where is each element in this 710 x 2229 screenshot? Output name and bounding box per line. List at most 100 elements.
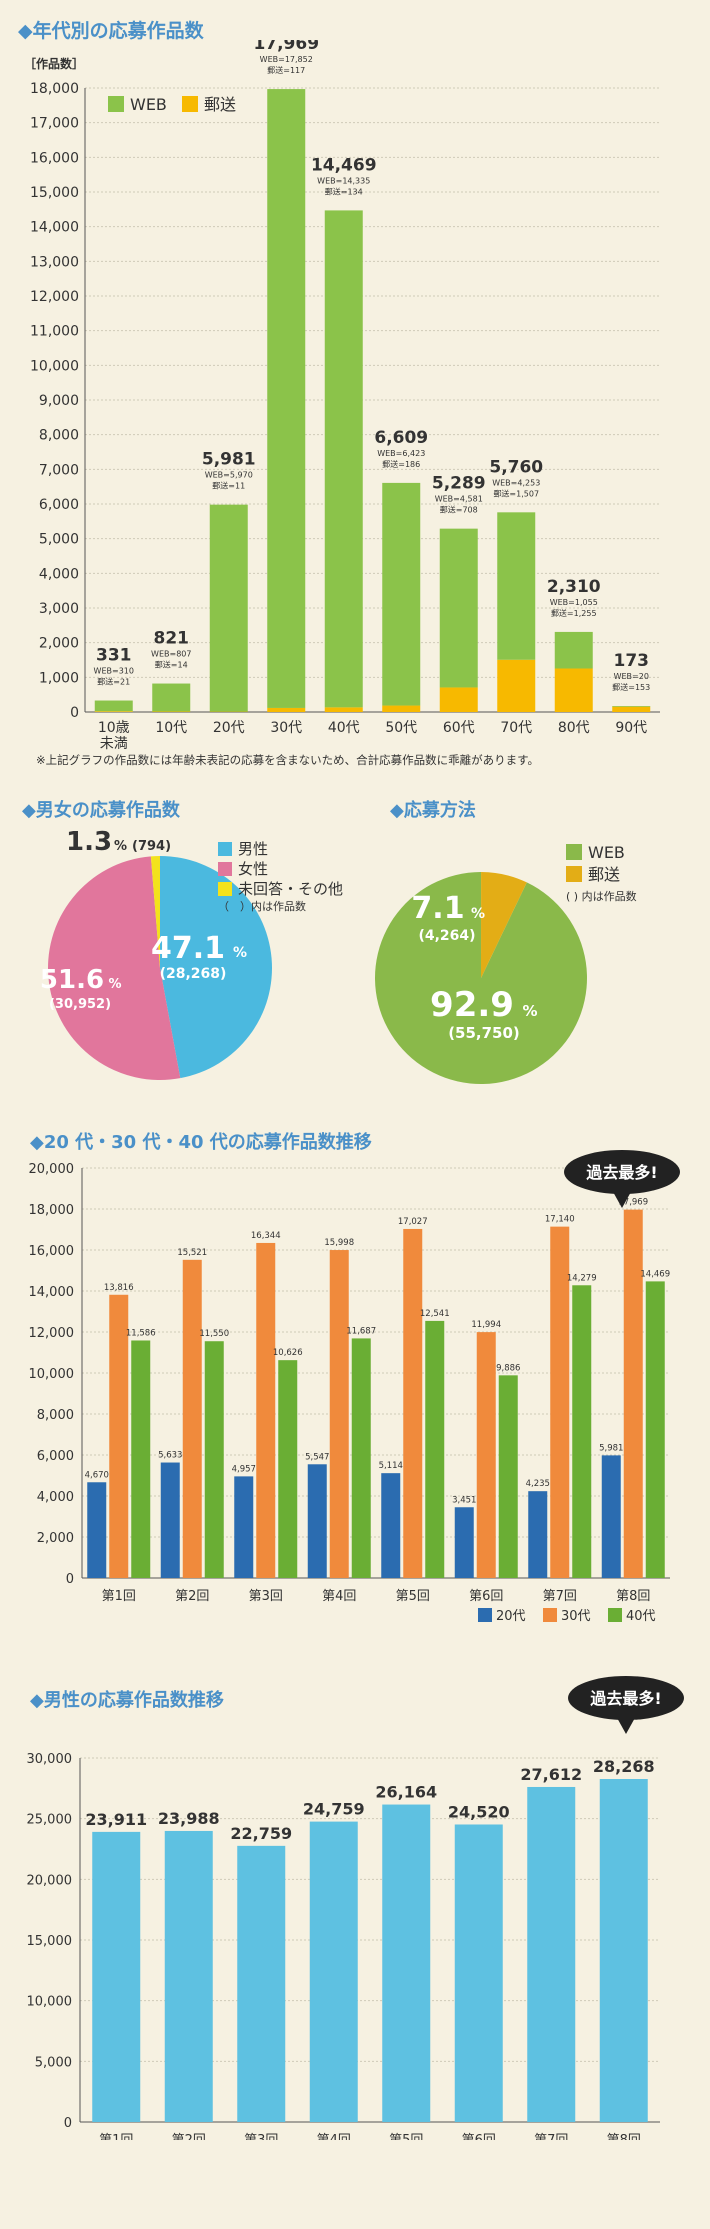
y-tick-label: 30,000 — [27, 1752, 73, 1767]
y-tick-label: 4,000 — [37, 1490, 74, 1505]
pie-count-post: (4,264) — [418, 928, 475, 944]
data-label: 4,670 — [85, 1470, 109, 1480]
x-tick-label: 第7回 — [534, 2133, 568, 2140]
bar-male — [454, 1824, 503, 2122]
data-label: 24,759 — [303, 1800, 365, 1819]
y-tick-label: 4,000 — [39, 566, 79, 582]
x-tick-label: 90代 — [615, 720, 647, 736]
legend-label: 男性 — [238, 840, 268, 858]
y-tick-label: 0 — [66, 1572, 74, 1587]
data-label: 10,626 — [273, 1348, 303, 1358]
x-tick-label: 第5回 — [396, 1589, 430, 1604]
y-tick-label: 16,000 — [29, 1244, 75, 1259]
legend-label: 30代 — [561, 1609, 591, 1624]
pie-count-web: (55,750) — [448, 1024, 520, 1042]
bar-40代 — [351, 1338, 371, 1578]
age-chart-note: ※上記グラフの作品数には年齢未表記の応募を含まないため、合計応募作品数に乖離があ… — [36, 753, 539, 767]
bar-40代 — [278, 1360, 298, 1578]
male-trend-title: ◆男性の応募作品数推移 — [30, 1690, 224, 1711]
pie-charts: 47.1 % (28,268) 51.6 % (30,952) 1.3% (794) 男性女性未… — [40, 827, 637, 1084]
post-label: 郵送=11 — [212, 481, 245, 491]
y-axis-unit: ［作品数］ — [24, 56, 84, 71]
legend-swatch-web — [108, 96, 124, 112]
y-tick-label: 2,000 — [37, 1531, 74, 1546]
data-label: 11,687 — [346, 1326, 376, 1336]
bar-male — [237, 1845, 286, 2122]
y-tick-label: 7,000 — [39, 462, 79, 478]
bar-web — [612, 706, 651, 707]
x-tick-label: 第3回 — [244, 2133, 278, 2140]
y-tick-label: 18,000 — [29, 1203, 75, 1218]
legend-swatch — [218, 862, 232, 876]
x-tick-label: 第7回 — [543, 1589, 577, 1604]
x-tick-label: 第6回 — [462, 2133, 496, 2140]
y-tick-label: 25,000 — [27, 1813, 73, 1828]
x-tick-label: 第2回 — [172, 2133, 206, 2140]
data-label: 3,451 — [452, 1495, 476, 1505]
data-label: 15,998 — [324, 1238, 354, 1248]
data-label: 14,279 — [567, 1273, 597, 1283]
legend-swatch-web — [566, 844, 582, 860]
y-tick-label: 13,000 — [30, 254, 79, 270]
pie-count-other: (794) — [132, 839, 171, 854]
gender-chart-title: ◆男女の応募作品数 — [22, 800, 180, 821]
total-label: 173 — [614, 651, 650, 671]
total-label: 5,760 — [489, 457, 543, 477]
y-tick-label: 10,000 — [29, 1367, 75, 1382]
age-chart: ［作品数］ 0 1,000 2,000 3,000 4,000 5,000 6,000 7,00… — [24, 40, 660, 752]
y-tick-label: 5,000 — [35, 2055, 72, 2070]
data-label: 4,957 — [232, 1464, 256, 1474]
legend-swatch — [218, 882, 232, 896]
bar-30代 — [109, 1294, 129, 1578]
total-label: 5,981 — [202, 450, 256, 470]
data-label: 13,816 — [104, 1283, 134, 1293]
pie-pct-web: 92.9 — [430, 985, 514, 1025]
x-tick-label: 30代 — [270, 720, 302, 736]
legend-label: 未回答・その他 — [238, 880, 343, 898]
data-label: 11,586 — [126, 1328, 156, 1338]
legend-label-post: 郵送 — [588, 865, 620, 884]
bar-20代 — [234, 1476, 254, 1578]
bar-20代 — [528, 1491, 548, 1578]
data-label: 5,633 — [158, 1451, 182, 1461]
bar-web — [382, 482, 421, 706]
post-label: 郵送=1,255 — [551, 608, 597, 618]
data-label: 26,164 — [375, 1783, 437, 1802]
bar-30代 — [476, 1332, 496, 1578]
y-tick-label: 5,000 — [39, 532, 79, 548]
data-label: 11,994 — [471, 1320, 501, 1330]
pie-slice-post — [481, 872, 527, 978]
bar-web — [324, 210, 363, 708]
total-label: 331 — [96, 646, 132, 666]
post-label: 郵送=1,507 — [493, 488, 539, 498]
data-label: 17,140 — [545, 1215, 575, 1225]
x-tick-label: 第3回 — [249, 1589, 283, 1604]
legend-label: 20代 — [496, 1609, 526, 1624]
y-tick-label: 6,000 — [39, 497, 79, 513]
y-tick-label: 0 — [70, 705, 79, 721]
bar-20代 — [160, 1462, 180, 1578]
bar-male — [382, 1804, 431, 2122]
y-tick-label: 14,000 — [30, 220, 79, 236]
bar-40代 — [645, 1281, 665, 1578]
callout-bubble — [564, 1150, 680, 1194]
x-tick-label: 第1回 — [102, 1589, 136, 1604]
data-label: 27,612 — [520, 1765, 582, 1784]
data-label: 16,344 — [251, 1231, 281, 1241]
web-label: WEB=6,423 — [377, 449, 425, 458]
data-label: 14,469 — [640, 1269, 670, 1279]
pie-pct-post: 7.1 — [411, 891, 464, 926]
callout-pointer — [612, 1190, 632, 1208]
y-tick-label: 12,000 — [29, 1326, 75, 1341]
data-label: 23,988 — [158, 1809, 220, 1828]
legend-note: ( ) 内は作品数 — [566, 889, 637, 903]
data-label: 5,981 — [599, 1443, 623, 1453]
x-tick-label: 50代 — [385, 720, 417, 736]
y-tick-label: 3,000 — [39, 601, 79, 617]
y-tick-label: 20,000 — [29, 1162, 75, 1177]
x-tick-label: 10歳 — [98, 720, 130, 736]
bar-post — [612, 706, 651, 712]
y-tick-label: 12,000 — [30, 289, 79, 305]
trend-chart-title: ◆20 代・30 代・40 代の応募作品数推移 — [30, 1132, 372, 1153]
